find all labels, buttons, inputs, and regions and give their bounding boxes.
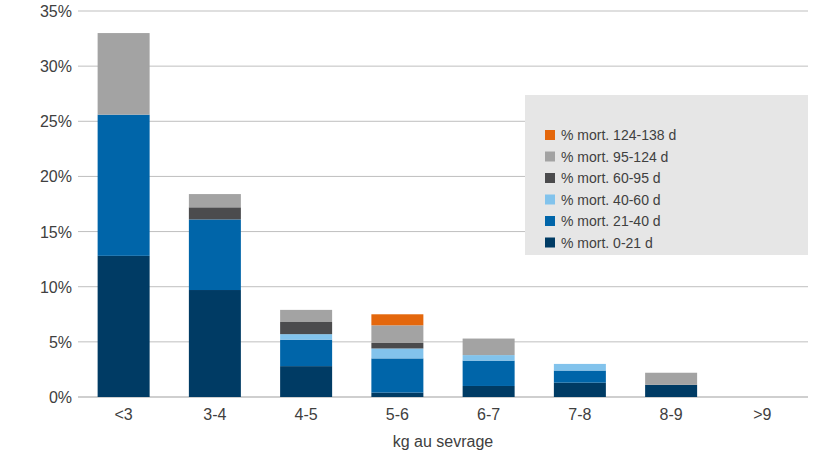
tick-label: 15% [40,224,72,241]
legend-label: % mort. 60-95 d [561,170,661,186]
tick-label: 4-5 [295,406,318,423]
bar-segment [189,194,241,195]
bar-segment [554,371,606,383]
grid-line [78,341,808,342]
bar-segment [463,361,515,386]
legend-label: % mort. 0-21 d [561,235,653,251]
grid-line [78,66,808,67]
legend-label: % mort. 95-124 d [561,149,668,165]
tick-label: <3 [115,406,133,423]
tick-label: 5-6 [386,406,409,423]
bar-segment [554,363,606,364]
x-axis-line [78,397,808,398]
legend-label: % mort. 21-40 d [561,213,661,229]
tick-label: 25% [40,113,72,130]
bar-segment [189,219,241,290]
bar-segment [463,339,515,356]
bar-segment [645,372,697,373]
tick-label: 20% [40,168,72,185]
bar-segment [371,314,423,325]
bar-segment [645,385,697,397]
chart: 0% 5% 10% 15% 20% 25% 30% 35% <3 3-4 4-5 5-6 6-7 7-8 8… [0,0,820,461]
bar-segment [463,338,515,339]
bar-segment [98,256,150,397]
legend-label: % mort. 124-138 d [561,127,676,143]
tick-label: 5% [49,334,72,351]
bar-segment [554,364,606,371]
legend-box [525,95,808,255]
bar-segment [371,343,423,349]
bar-segment [98,33,150,34]
bar-segment [280,309,332,310]
bar-segment [736,397,788,398]
tick-label: 0% [49,389,72,406]
legend-swatch [545,173,555,183]
bar-segment [280,340,332,366]
tick-label: 10% [40,279,72,296]
bar-segment [463,355,515,361]
bars [98,33,698,397]
bar-segment [280,366,332,397]
grid-line [78,11,808,12]
grid-line [78,397,808,398]
bar-segment [736,397,788,398]
tick-label: 35% [40,3,72,20]
bar-segment [371,348,423,358]
legend-label: % mort. 40-60 d [561,192,661,208]
x-axis: <3 3-4 4-5 5-6 6-7 7-8 8-9 >9 [115,406,772,423]
bar-segment [554,363,606,364]
tick-label: 7-8 [568,406,591,423]
legend: % mort. 124-138 d % mort. 95-124 d % mort.… [525,95,808,255]
bar-segment [736,397,788,398]
bar-segment [280,334,332,340]
bar-segment [371,325,423,343]
axis-label: kg au sevrage [393,433,494,450]
tick-label: 6-7 [477,406,500,423]
grid-line [78,286,808,287]
bar-segment [736,397,788,398]
tick-label: 3-4 [203,406,226,423]
bar-segment [645,373,697,385]
legend-swatch [545,130,555,140]
bar-segment [736,397,788,398]
bar-segment [554,363,606,364]
tick-label: 8-9 [660,406,683,423]
page: {"chart_data": { "type": "bar", "stacked… [0,0,820,461]
legend-swatch [545,238,555,248]
y-axis: 0% 5% 10% 15% 20% 25% 30% 35% [40,3,72,406]
bar-segment [189,207,241,219]
bar-segment [280,310,332,322]
tick-label: 30% [40,58,72,75]
bar-segment [371,393,423,397]
legend-swatch [545,152,555,162]
tick-label: >9 [753,406,771,423]
grid [78,11,808,397]
bar-segment [280,322,332,334]
bar-segment [189,290,241,397]
bar-segment [554,383,606,397]
legend-swatch [545,216,555,226]
bar-segment [736,397,788,398]
bar-segment [371,358,423,392]
legend-swatch [545,195,555,205]
bar-segment [463,386,515,397]
bar-segment [189,194,241,207]
bar-segment [98,115,150,256]
bar-segment [98,33,150,115]
